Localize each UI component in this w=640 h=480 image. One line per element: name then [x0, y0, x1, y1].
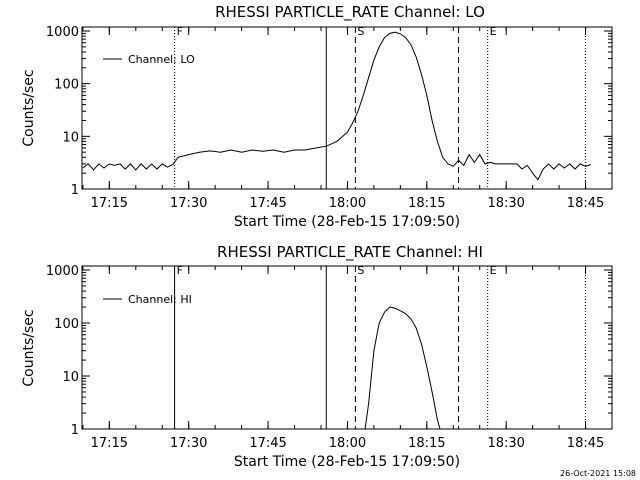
series-line-lo: [82, 31, 591, 181]
legend-entry-hi: Channel: HI: [128, 293, 192, 306]
chart-panel-hi: RHESSI PARTICLE_RATE Channel: HI 1101001…: [21, 243, 613, 470]
legend-lo: Channel: LO: [103, 53, 195, 66]
flag-label: E: [490, 25, 497, 38]
y-tick-label: 1: [71, 183, 79, 198]
x-tick-label: 18:00: [329, 196, 366, 211]
flag-label: F: [177, 25, 183, 38]
timestamp-stamp: 26-Oct-2021 15:08: [560, 469, 636, 478]
chart-panel-lo: RHESSI PARTICLE_RATE Channel: LO 1101001…: [21, 3, 613, 230]
x-tick-label: 18:15: [408, 196, 445, 211]
series-line-hi: [364, 306, 441, 430]
flag-label: E: [490, 264, 497, 277]
y-tick-label: 1000: [46, 264, 79, 279]
flag-label: F: [177, 264, 183, 277]
x-tick-label: 17:45: [249, 436, 286, 451]
y-tick-label: 100: [54, 78, 79, 93]
x-tick-label: 17:45: [249, 196, 286, 211]
x-tick-label: 18:00: [329, 436, 366, 451]
chart-title-lo: RHESSI PARTICLE_RATE Channel: LO: [215, 3, 485, 22]
y-tick-label: 1: [71, 423, 79, 438]
y-tick-label: 100: [54, 317, 79, 332]
x-tick-label: 17:15: [91, 196, 128, 211]
y-ticks-lo: 1 10 100 1000: [46, 25, 612, 198]
y-axis-label-lo: Counts/sec: [21, 69, 37, 146]
x-tick-label: 17:30: [170, 436, 207, 451]
y-tick-label: 1000: [46, 25, 79, 40]
x-axis-label-hi: Start Time (28-Feb-15 17:09:50): [234, 454, 460, 470]
x-tick-label: 18:30: [487, 436, 524, 451]
plot-frame-hi: [81, 265, 613, 430]
legend-hi: Channel: HI: [103, 293, 192, 306]
x-tick-label: 17:15: [91, 436, 128, 451]
x-tick-label: 18:45: [567, 436, 604, 451]
x-tick-label: 18:45: [567, 196, 604, 211]
x-axis-label-lo: Start Time (28-Feb-15 17:09:50): [234, 214, 460, 230]
y-ticks-hi: 1 10 100 1000: [46, 264, 612, 438]
x-tick-label: 18:30: [487, 196, 524, 211]
x-ticks-lo: 17:15 17:30 17:45 18:00 18:15 18:30 18:45: [82, 27, 613, 211]
flag-label: S: [357, 264, 364, 277]
x-tick-label: 17:30: [170, 196, 207, 211]
y-tick-label: 10: [62, 130, 79, 145]
flag-label: S: [357, 25, 364, 38]
chart-title-hi: RHESSI PARTICLE_RATE Channel: HI: [217, 243, 483, 262]
x-tick-label: 18:15: [408, 436, 445, 451]
y-tick-label: 10: [62, 370, 79, 385]
legend-entry-lo: Channel: LO: [128, 53, 195, 66]
y-axis-label-hi: Counts/sec: [21, 309, 37, 386]
